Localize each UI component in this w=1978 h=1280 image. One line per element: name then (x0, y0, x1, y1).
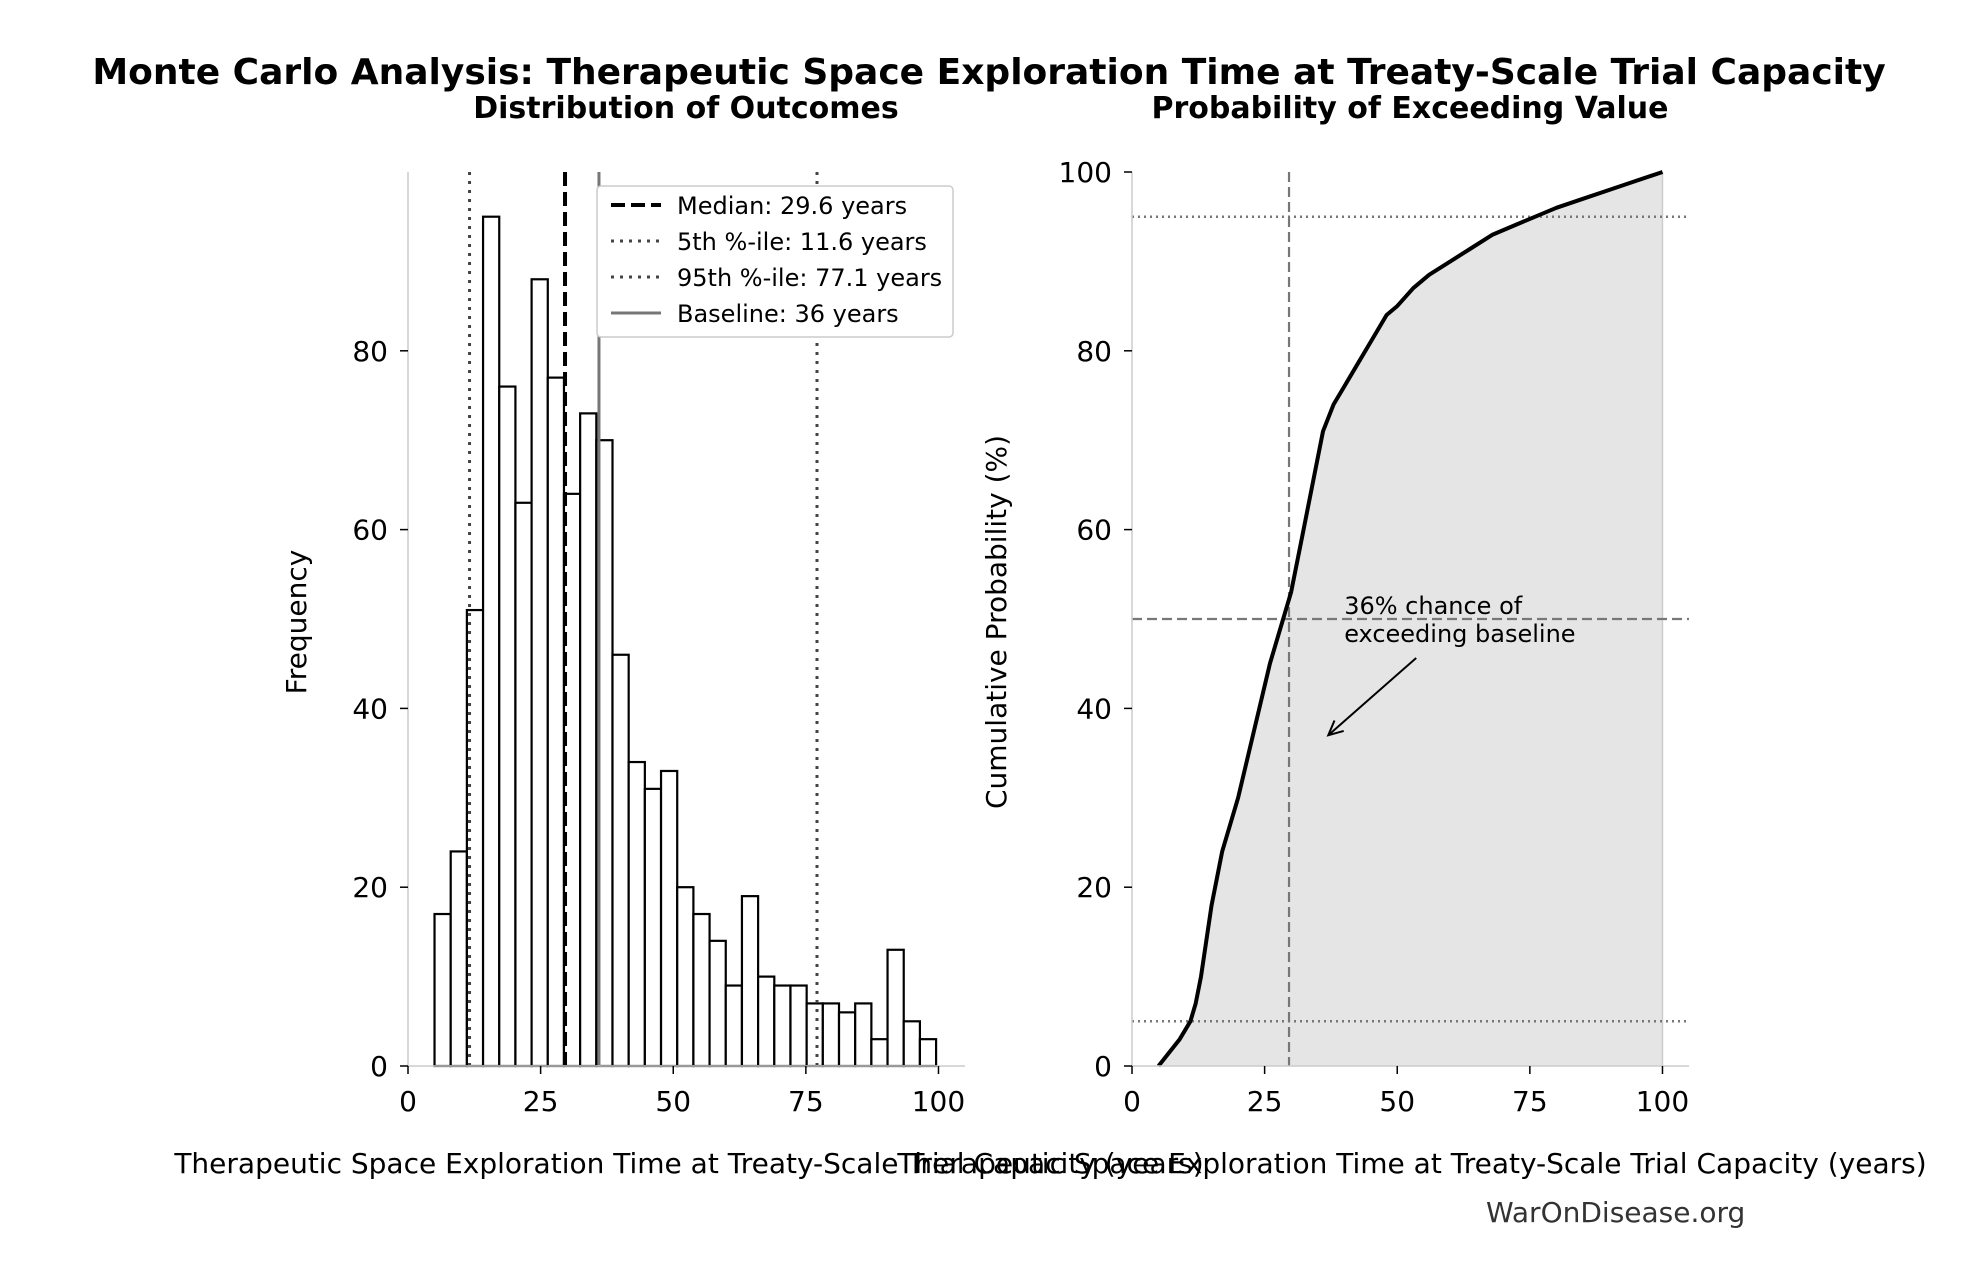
histogram-y-label: Frequency (280, 550, 313, 695)
y-tick-label: 0 (370, 1050, 388, 1083)
histogram-bar (902, 1020, 922, 1068)
baseline-annotation: 36% chance of exceeding baseline (1326, 592, 1576, 737)
y-tick-label: 20 (352, 871, 388, 904)
x-tick-label: 75 (788, 1085, 824, 1118)
histogram-bar (692, 912, 711, 1068)
histogram-bar (821, 1002, 841, 1068)
x-tick-label: 0 (399, 1085, 417, 1118)
histogram-bar (708, 939, 727, 1068)
cumulative-panel: Probability of Exceeding Value 0 25 50 75 10… (896, 91, 1926, 1180)
x-tick-label: 75 (1512, 1085, 1548, 1118)
x-tick-label: 0 (1123, 1085, 1141, 1118)
histogram-bar (514, 501, 533, 1068)
x-tick-label: 50 (655, 1085, 691, 1118)
annotation-arrowhead (1326, 720, 1344, 737)
histogram-bars (433, 215, 938, 1068)
cumulative-title: Probability of Exceeding Value (1151, 91, 1668, 126)
histogram-bar (433, 912, 452, 1068)
y-tick-label: 20 (1076, 871, 1112, 904)
x-tick-label: 50 (1379, 1085, 1415, 1118)
histogram-bar (530, 278, 549, 1068)
y-tick-label: 40 (352, 692, 388, 725)
y-tick-label: 60 (1076, 514, 1112, 547)
histogram-bar (611, 653, 630, 1068)
cumulative-probability-line (1156, 170, 1664, 1068)
annotation-arrow (1327, 657, 1417, 736)
histogram-bar (481, 215, 501, 1068)
y-tick-label: 60 (352, 514, 388, 547)
y-tick-label: 0 (1094, 1050, 1112, 1083)
watermark: WarOnDisease.org (1486, 1196, 1746, 1229)
histogram-bar (676, 886, 695, 1068)
histogram-bar (918, 1038, 938, 1068)
histogram-bar (805, 1002, 824, 1068)
x-tick-label: 25 (523, 1085, 559, 1118)
annotation-text-line-2: exceeding baseline (1344, 620, 1575, 648)
histogram-bar (643, 787, 663, 1068)
y-tick-label: 100 (1059, 156, 1112, 189)
cumulative-y-label: Cumulative Probability (%) (980, 435, 1013, 809)
figure-title: Monte Carlo Analysis: Therapeutic Space … (92, 52, 1886, 93)
legend-p95-label: 95th %-ile: 77.1 years (677, 264, 942, 292)
histogram-bar (837, 1011, 857, 1068)
histogram-bar (546, 376, 566, 1068)
x-tick-label: 25 (1247, 1085, 1283, 1118)
histogram-bar (449, 850, 468, 1068)
histogram-bar (789, 984, 808, 1068)
histogram-title: Distribution of Outcomes (473, 91, 899, 126)
legend-box (596, 185, 954, 338)
histogram-bar (870, 1038, 889, 1068)
x-tick-label: 100 (1636, 1085, 1689, 1118)
histogram-bar (854, 1002, 873, 1068)
histogram-bar (659, 769, 679, 1068)
histogram-bar (740, 895, 760, 1068)
histogram-bar (627, 760, 646, 1068)
y-tick-label: 80 (1076, 335, 1112, 368)
cumulative-reference-lines (1132, 172, 1689, 1066)
histogram-bar (724, 984, 744, 1068)
x-tick-label: 100 (912, 1085, 965, 1118)
cumulative-ticks: 0 25 50 75 100 0 20 40 60 80 100 (1059, 156, 1690, 1118)
histogram-panel: Distribution of Outcomes 0 25 50 75 100 0 20 40… (173, 91, 1203, 1180)
histogram-ticks: 0 25 50 75 100 0 20 40 60 80 (352, 335, 965, 1118)
histogram-bar (886, 948, 905, 1068)
legend-baseline-label: Baseline: 36 years (677, 300, 899, 328)
histogram-legend: Median: 29.6 years 5th %-ile: 11.6 years… (596, 185, 954, 338)
legend-median-label: Median: 29.6 years (677, 192, 907, 220)
histogram-bar (757, 975, 776, 1068)
histogram-bar (498, 385, 517, 1068)
histogram-bar (773, 984, 792, 1068)
histogram-x-label: Therapeutic Space Exploration Time at Tr… (173, 1147, 1203, 1180)
y-tick-label: 40 (1076, 692, 1112, 725)
cumulative-x-label: Therapeutic Space Exploration Time at Tr… (896, 1147, 1926, 1180)
y-tick-label: 80 (352, 335, 388, 368)
annotation-text-line-1: 36% chance of (1344, 592, 1523, 620)
legend-p5-label: 5th %-ile: 11.6 years (677, 228, 927, 256)
histogram-bar (579, 412, 598, 1068)
